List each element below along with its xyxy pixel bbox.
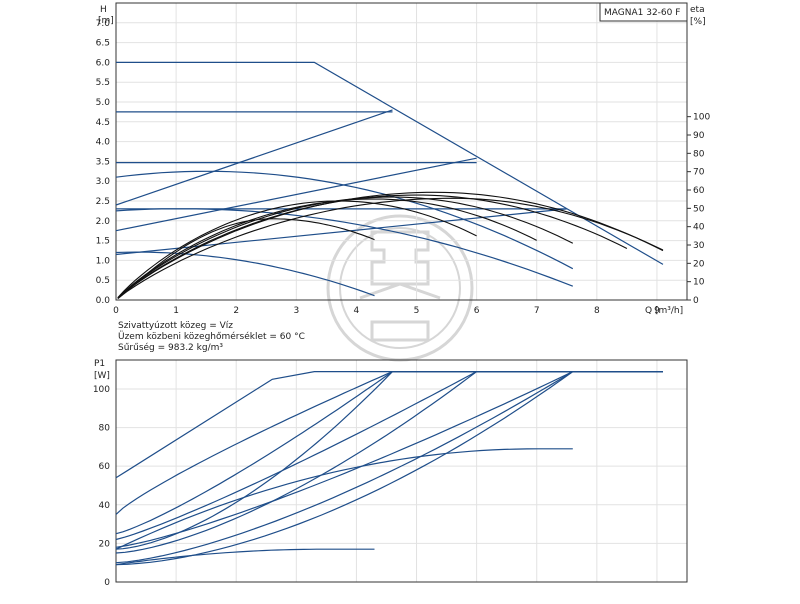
top-x-tick: 6: [474, 306, 480, 316]
eta-y-tick: 60: [693, 186, 705, 196]
top-chart-ticks: 0 1 2 3 4 5 6 7 8 9 0.0 0.5 1.0 1.5 2.0 2.5 3.0 3.5 4.0 4.5…: [96, 19, 711, 316]
top-y-tick: 3.5: [96, 157, 110, 167]
power-curve-line: [115, 371, 663, 541]
top-y-tick: 7.0: [96, 19, 111, 29]
top-y-tick: 2.0: [96, 217, 111, 227]
top-y-tick: 6.5: [96, 39, 110, 49]
q-axis-label: Q [m³/h]: [645, 306, 683, 316]
efficiency-curve-line: [117, 191, 664, 299]
power-curve-line: [115, 548, 375, 566]
top-y-tick: 0.5: [96, 276, 110, 286]
watermark-shape-mid: [359, 282, 441, 300]
top-y-tick: 1.5: [96, 237, 110, 247]
efficiency-curve-line: [117, 197, 664, 299]
p1-axis-unit: [W]: [94, 371, 110, 381]
top-x-tick: 2: [233, 306, 239, 316]
top-x-tick: 5: [414, 306, 420, 316]
top-y-tick: 4.5: [96, 118, 110, 128]
bottom-y-tick: 100: [93, 385, 110, 395]
eta-y-tick: 80: [693, 149, 705, 159]
head-curve-line: [115, 157, 477, 232]
top-y-tick: 5.5: [96, 78, 110, 88]
watermark-inner-ring: [339, 227, 461, 349]
power-curves: [115, 371, 663, 566]
bottom-chart-frame: [115, 359, 688, 583]
eta-y-tick: 30: [693, 241, 705, 251]
eta-axis-unit: [%]: [690, 17, 706, 27]
h-axis-label: H: [100, 5, 107, 15]
note-density: Sűrűség = 983.2 kg/m³: [118, 342, 223, 353]
top-x-tick: 9: [654, 306, 660, 316]
head-curve-line: [115, 208, 574, 287]
efficiency-curve-line: [117, 218, 375, 300]
eta-y-tick: 90: [693, 131, 705, 141]
top-x-tick: 1: [173, 306, 179, 316]
power-curve-line: [115, 448, 573, 550]
eta-axis-label: eta: [690, 5, 705, 15]
eta-y-tick: 20: [693, 259, 705, 269]
power-curve-line: [115, 371, 663, 564]
top-y-tick: 0.0: [96, 296, 111, 306]
bottom-y-tick: 60: [99, 462, 111, 472]
eta-y-tick: 50: [693, 204, 705, 214]
efficiency-curve-line: [117, 200, 477, 298]
head-curve-line: [115, 251, 375, 297]
bottom-y-tick: 20: [99, 539, 111, 549]
h-axis-unit: [m]: [98, 16, 114, 26]
top-y-tick: 1.0: [96, 256, 111, 266]
power-curve-line: [115, 371, 663, 548]
top-y-tick: 5.0: [96, 98, 111, 108]
eta-y-tick: 100: [693, 113, 710, 123]
power-curve-line: [115, 371, 663, 515]
bottom-y-tick: 40: [99, 501, 111, 511]
top-x-tick: 3: [293, 306, 299, 316]
bottom-chart-ticks: 0 20 40 60 80 100: [93, 385, 110, 588]
top-x-tick: 8: [594, 306, 600, 316]
head-curves: [115, 61, 664, 297]
efficiency-curve-line: [117, 198, 537, 299]
p1-axis-label: P1: [94, 359, 105, 369]
power-curve-line: [115, 371, 663, 550]
top-y-tick: 2.5: [96, 197, 110, 207]
top-y-tick: 3.0: [96, 177, 111, 187]
eta-y-tick: 70: [693, 168, 705, 178]
note-temperature: Üzem közbeni közeghőmérséklet = 60 °C: [118, 331, 305, 342]
top-y-tick: 6.0: [96, 58, 111, 68]
bottom-y-tick: 80: [99, 424, 111, 434]
head-curve-line: [115, 170, 574, 270]
top-y-tick: 4.0: [96, 138, 111, 148]
eta-y-tick: 0: [693, 296, 699, 306]
model-label: MAGNA1 32-60 F: [604, 8, 680, 18]
eta-y-tick: 40: [693, 223, 705, 233]
top-x-tick: 7: [534, 306, 540, 316]
head-curve-line: [116, 61, 664, 265]
power-curve-line: [115, 371, 663, 554]
power-curve-line: [115, 371, 663, 479]
top-chart-frame: [115, 2, 688, 301]
head-curve-line: [115, 208, 567, 256]
efficiency-curves: [117, 191, 664, 300]
top-x-tick: 4: [354, 306, 360, 316]
pump-logo-watermark-icon: [326, 214, 474, 362]
bottom-chart-grid: [116, 360, 687, 583]
power-curve-line: [115, 371, 663, 566]
watermark-shape-bottom: [370, 320, 430, 342]
head-curve-line: [115, 109, 393, 206]
top-x-tick: 0: [113, 306, 119, 316]
note-medium: Szivattyúzott közeg = Víz: [118, 321, 233, 331]
bottom-y-tick: 0: [104, 578, 110, 588]
power-curve-line: [115, 371, 663, 535]
eta-y-tick: 10: [693, 278, 705, 288]
watermark-ring: [326, 214, 474, 362]
watermark-shape-top: [370, 230, 430, 286]
model-label-box: [599, 2, 688, 22]
